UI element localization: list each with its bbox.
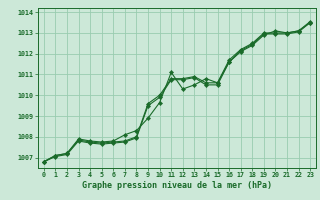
X-axis label: Graphe pression niveau de la mer (hPa): Graphe pression niveau de la mer (hPa) <box>82 181 272 190</box>
